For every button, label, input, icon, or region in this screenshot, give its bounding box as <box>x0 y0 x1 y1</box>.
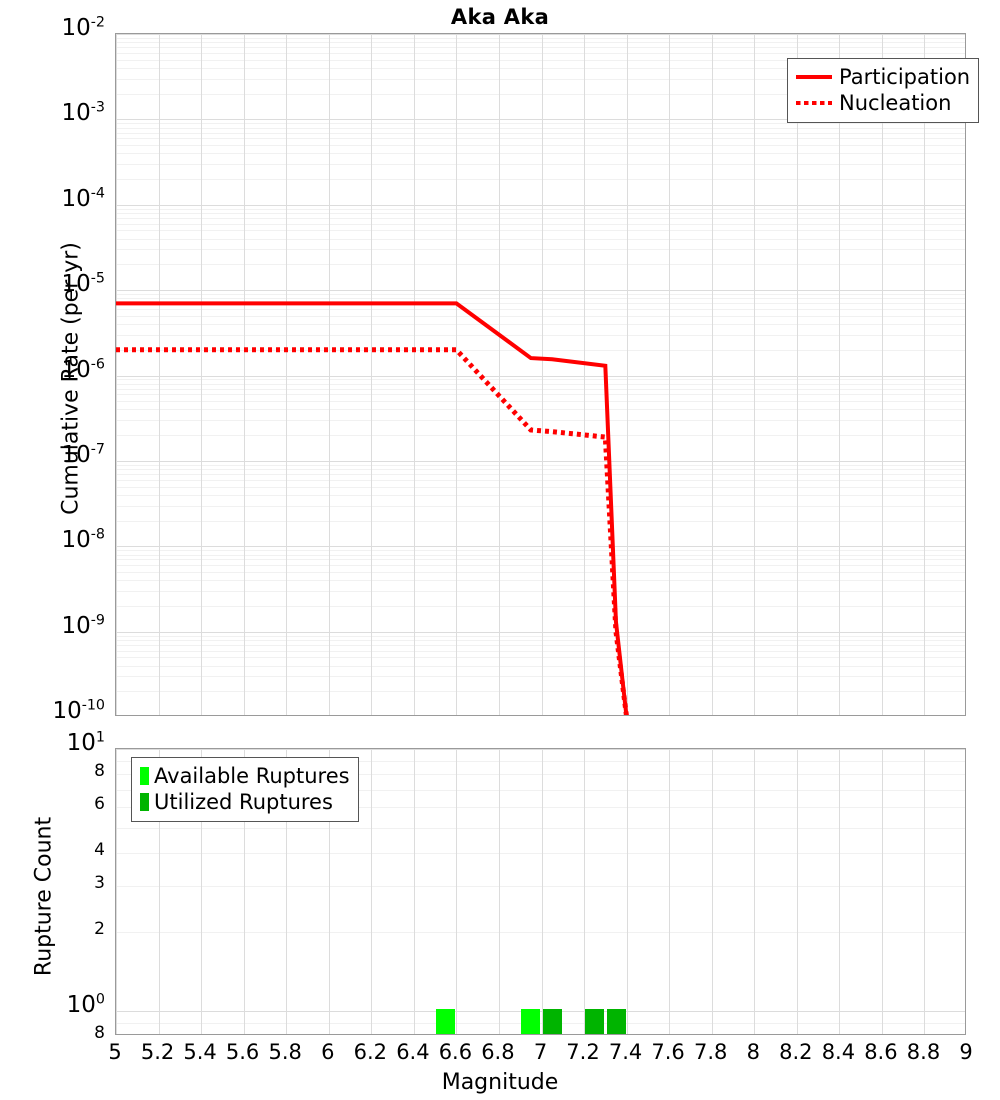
rupture-bars-layer <box>116 749 965 1034</box>
x-tick: 9 <box>959 1040 973 1064</box>
rupture-bar <box>542 1008 562 1034</box>
x-tick: 5.6 <box>225 1040 260 1064</box>
legend-label-participation: Participation <box>839 64 971 89</box>
solid-line-icon <box>796 75 832 79</box>
mfd-y-tick: 10-9 <box>61 611 106 639</box>
x-tick: 6.8 <box>481 1040 515 1064</box>
rupture-y-tick-minor: 2 <box>94 918 105 939</box>
x-tick: 5.4 <box>183 1040 217 1064</box>
x-tick: 8.4 <box>821 1040 856 1064</box>
x-tick: 6 <box>321 1040 335 1064</box>
mfd-y-tick: 10-3 <box>61 99 106 127</box>
x-tick: 6.4 <box>396 1040 430 1064</box>
mfd-y-tick: 10-2 <box>61 14 106 41</box>
legend-item-participation: Participation <box>796 64 970 90</box>
legend-label-available-ruptures: Available Ruptures <box>154 763 350 788</box>
legend-label-nucleation: Nucleation <box>839 90 952 115</box>
x-tick: 8.8 <box>906 1040 941 1064</box>
x-tick: 6.2 <box>353 1040 387 1064</box>
x-tick: 8.2 <box>779 1040 813 1064</box>
rupture-y-tick-minor: 8 <box>94 1023 105 1043</box>
dotted-line-icon <box>796 101 832 105</box>
rupture-y-tick-minor: 6 <box>94 794 105 814</box>
x-tick: 7.6 <box>651 1040 685 1064</box>
mfd-y-tick: 10-6 <box>61 355 106 383</box>
utilized-ruptures-swatch-icon <box>140 793 149 811</box>
chart-title: Aka Aka <box>450 5 550 29</box>
rupture-bar <box>585 1008 605 1034</box>
rupture-count-legend: Available Ruptures Utilized Ruptures <box>131 757 359 822</box>
x-tick: 8 <box>746 1040 760 1064</box>
x-axis-label: Magnitude <box>441 1070 559 1095</box>
rupture-y-tick-minor: 8 <box>94 761 105 782</box>
mfd-y-tick: 10-7 <box>61 441 106 468</box>
mfd-y-tick: 10-5 <box>61 270 106 298</box>
mfd-y-tick: 10-8 <box>61 526 106 554</box>
mfd-plot-area <box>115 33 966 716</box>
legend-item-available-ruptures: Available Ruptures <box>140 763 350 789</box>
legend-item-nucleation: Nucleation <box>796 90 970 116</box>
rupture-y-tick: 101 <box>66 729 105 756</box>
x-tick: 7.8 <box>693 1040 728 1064</box>
rupture-y-tick-minor: 4 <box>94 840 105 861</box>
available-ruptures-swatch-icon <box>140 767 149 785</box>
x-tick: 5.8 <box>268 1040 302 1064</box>
mfd-y-tick: 10-10 <box>52 697 105 724</box>
legend-item-utilized-ruptures: Utilized Ruptures <box>140 789 350 815</box>
x-tick: 5.2 <box>140 1040 175 1064</box>
legend-label-utilized-ruptures: Utilized Ruptures <box>154 789 333 814</box>
rupture-bar <box>436 1008 456 1034</box>
rupture-y-tick: 100 <box>66 990 105 1018</box>
mfd-legend: Participation Nucleation <box>787 58 980 123</box>
mfd-y-tick: 10-4 <box>61 185 106 212</box>
rupture-y-tick-minor: 3 <box>94 872 105 893</box>
x-tick: 8.6 <box>864 1040 898 1064</box>
rupture-bar <box>606 1008 626 1034</box>
x-tick: 7 <box>533 1040 548 1064</box>
x-tick: 5 <box>108 1040 122 1064</box>
x-tick: 6.6 <box>438 1040 473 1064</box>
x-tick: 7.2 <box>566 1040 600 1064</box>
rupture-bar <box>521 1008 541 1034</box>
x-tick: 7.4 <box>608 1040 643 1064</box>
